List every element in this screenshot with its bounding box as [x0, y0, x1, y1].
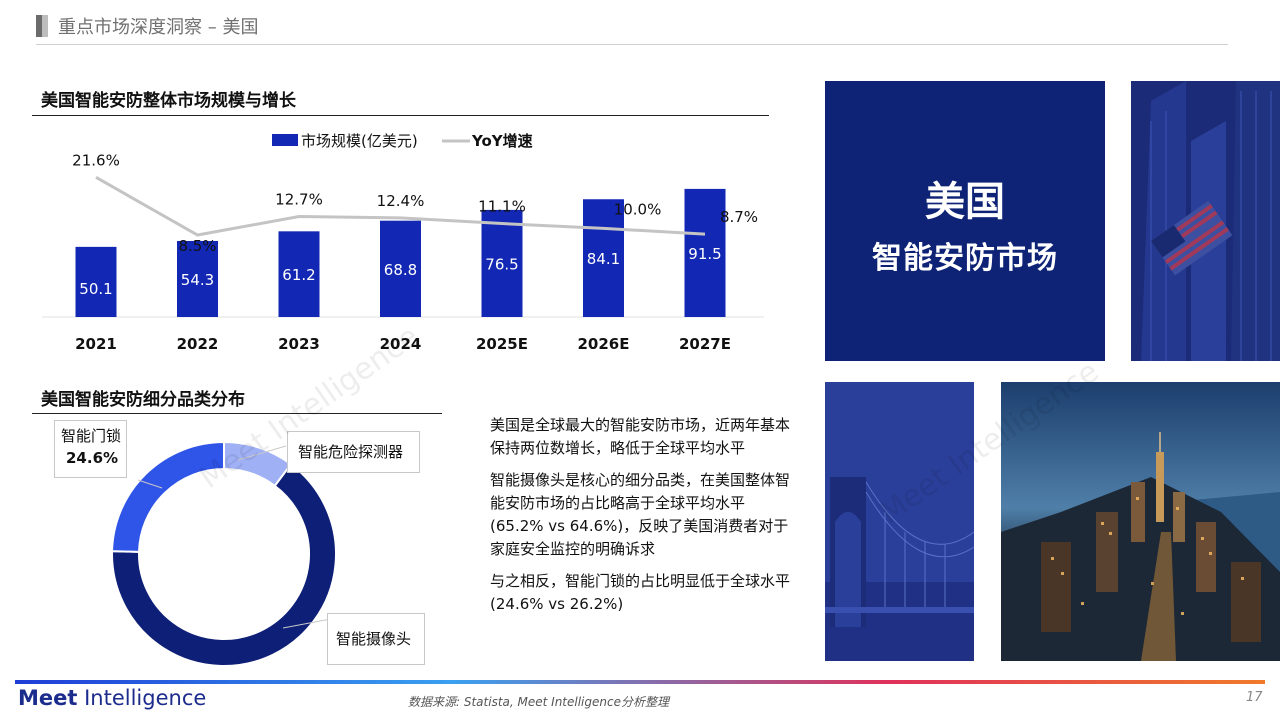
insight-notes: 美国是全球最大的智能安防市场，近两年基本保持两位数增长，略低于全球平均水平 智能…: [490, 414, 790, 624]
bar-2023: [278, 231, 320, 317]
camera-callout-name: 智能摄像头: [336, 630, 412, 648]
legend-bar-label: 市场规模(亿美元): [301, 132, 418, 150]
yoy-value-label: 12.7%: [275, 191, 323, 209]
bar-value-label: 50.1: [79, 280, 112, 298]
night-city-photo: [1001, 382, 1280, 661]
chart-legend: 市场规模(亿美元) YoY增速: [272, 132, 533, 150]
logo-rest: Intelligence: [77, 686, 207, 710]
bar-value-label: 84.1: [587, 250, 620, 268]
x-tick-label: 2023: [278, 335, 320, 353]
bar-chart-title: 美国智能安防整体市场规模与增长: [41, 91, 296, 111]
bar-2027E: [684, 188, 726, 317]
bar-2021: [75, 246, 117, 317]
insight-paragraph-1: 美国是全球最大的智能安防市场，近两年基本保持两位数增长，略低于全球平均水平: [490, 416, 791, 458]
logo-bold: Meet: [18, 686, 78, 710]
lock-callout-name: 智能门锁: [61, 427, 122, 445]
bar-value-label: 68.8: [384, 261, 417, 279]
header-divider: [36, 44, 1228, 45]
yoy-value-label: 8.5%: [178, 237, 216, 255]
donut-slice-智能摄像头: [111, 462, 337, 667]
lock-callout: 智能门锁 24.6%: [54, 420, 127, 478]
bar-2025E: [481, 209, 523, 317]
category-donut-chart: [111, 440, 337, 667]
yoy-value-label: 11.1%: [478, 198, 526, 216]
donut-chart-title: 美国智能安防细分品类分布: [41, 390, 245, 410]
donut-slice-智能门锁: [111, 440, 225, 553]
page-number: 17: [1246, 690, 1263, 705]
x-axis-ticks: 2021 2022 2023 2024 2025E 2026E 2027E: [75, 335, 731, 353]
legend-bar-swatch: [272, 134, 298, 146]
brand-logo: Meet Intelligence: [18, 686, 206, 710]
bar-series: 50.1 54.3 61.2 68.8 76.5 84.1 91.5: [75, 188, 726, 317]
bar-value-label: 54.3: [181, 271, 214, 289]
x-tick-label: 2026E: [578, 335, 630, 353]
footer-gradient-bar: [15, 680, 1265, 684]
lock-callout-value: 24.6%: [66, 448, 119, 467]
detector-callout-name: 智能危险探测器: [298, 443, 404, 461]
x-tick-label: 2027E: [679, 335, 731, 353]
lock-leader-line: [137, 479, 163, 489]
yoy-value-label: 21.6%: [72, 151, 120, 169]
header-marker: [36, 15, 48, 37]
card-title-country: 美国: [925, 179, 1005, 225]
bar-value-label: 91.5: [688, 245, 721, 263]
bar-value-label: 61.2: [282, 266, 315, 284]
donut-slices: [111, 440, 337, 667]
x-tick-label: 2024: [380, 335, 422, 353]
skyscraper-flag-photo: [1131, 81, 1280, 361]
donut-title-divider: [32, 413, 442, 414]
insight-paragraph-2: 智能摄像头是核心的细分品类，在美国整体智能安防市场的占比略高于全球平均水平 (6…: [490, 470, 791, 559]
detector-leader-line: [237, 445, 287, 461]
yoy-value-label: 8.7%: [720, 208, 758, 226]
x-tick-label: 2022: [177, 335, 219, 353]
x-tick-label: 2021: [75, 335, 117, 353]
yoy-value-label: 10.0%: [614, 200, 662, 218]
page-title: 重点市场深度洞察 – 美国: [58, 17, 259, 38]
insight-paragraph-3: 与之相反，智能门锁的占比明显低于全球水平 (24.6% vs 26.2%): [490, 571, 791, 613]
country-title-card: 美国 智能安防市场: [825, 81, 1105, 361]
x-tick-label: 2025E: [476, 335, 528, 353]
bridge-photo: [825, 382, 974, 661]
data-source: 数据来源: Statista, Meet Intelligence分析整理: [408, 695, 669, 709]
market-size-chart: 市场规模(亿美元) YoY增速 50.1 54.3 61.2 68.8 76.5 84.1…: [42, 132, 764, 353]
bar-title-divider: [32, 115, 769, 116]
bar-2022: [177, 240, 218, 317]
bar-2024: [380, 220, 421, 317]
yoy-line-series: 21.6% 8.5% 12.7% 12.4% 11.1% 10.0% 8.7%: [72, 151, 758, 255]
detector-callout: 智能危险探测器: [287, 431, 420, 473]
card-title-market: 智能安防市场: [872, 241, 1058, 276]
bar-value-label: 76.5: [485, 255, 518, 273]
legend-line-label: YoY增速: [471, 132, 533, 150]
yoy-value-label: 12.4%: [377, 192, 425, 210]
bar-2026E: [583, 199, 624, 317]
camera-callout: 智能摄像头: [327, 613, 425, 665]
